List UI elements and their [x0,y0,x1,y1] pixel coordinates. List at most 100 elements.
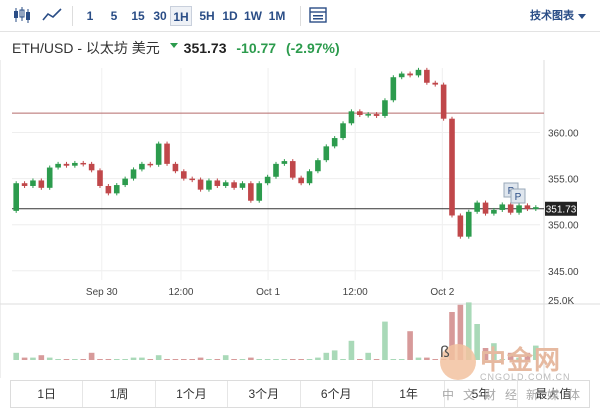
candle [273,163,279,177]
chart-toolbar: 1 5 15 30 1H 5H 1D 1W 1M 技术图表 [0,0,600,32]
volume-bar [390,359,397,360]
range-button-2[interactable]: 1个月 [156,381,229,407]
volume-bar [507,352,514,360]
candle [72,162,78,166]
interval-button-1m[interactable]: 1M [268,9,286,23]
candle [365,114,371,116]
candle [63,163,70,166]
last-price: 351.73 [183,40,227,56]
x-tick-label: Oct 1 [256,287,280,298]
candle [424,69,430,83]
volume-bar [415,357,422,360]
candle [97,170,103,186]
volume-bar [516,357,522,360]
calendar-icon[interactable] [308,6,328,24]
candle [206,180,212,190]
volume-bar [482,348,489,360]
volume-bar [407,331,413,360]
toolbar-divider [300,6,301,26]
volume-bar [63,359,70,360]
volume-bar [365,352,371,360]
candle [46,167,53,188]
interval-button-15[interactable]: 15 [131,9,145,23]
candlestick-icon[interactable] [12,6,32,24]
candle [432,82,439,85]
tech-chart-link[interactable]: 技术图表 [530,7,586,23]
candle [281,161,288,164]
volume-bar [323,352,330,360]
interval-button-5[interactable]: 5 [110,9,118,23]
candle [474,202,480,212]
range-button-0[interactable]: 1日 [11,381,84,407]
candle [256,183,263,201]
volume-bar [499,359,506,360]
candle [80,162,87,165]
volume-bar [424,357,430,360]
interval-button-5h[interactable]: 5H [199,9,215,23]
price-chart[interactable]: 360.00 355.00 350.00 345.00 Sep 30 12:00 Oct 1… [0,60,600,378]
candle [298,177,304,184]
watermark-logo [440,344,476,380]
range-button-1[interactable]: 1周 [83,381,156,407]
volume-bar [331,350,338,360]
range-button-6[interactable]: 5年 [445,381,518,407]
volume-bar [139,357,145,360]
range-button-4[interactable]: 6个月 [301,381,373,407]
candle [499,204,506,210]
interval-button-1h[interactable]: 1H [170,6,192,26]
volume-bar [231,359,237,360]
volume-bar [122,359,128,360]
volume-bar [55,359,61,360]
interval-button-1w[interactable]: 1W [244,9,262,23]
volume-bar [97,359,103,360]
volume-bar [256,359,263,360]
range-selector: 1日 1周 1个月 3个月 6个月 1年 5年 最大值 [10,380,590,408]
candle [440,84,447,119]
last-price-box [545,201,577,216]
candle [415,69,422,76]
range-button-3[interactable]: 3个月 [228,381,301,407]
candle [181,171,187,179]
volume-bar [30,357,36,360]
candle [189,178,195,181]
candle [248,183,254,201]
candle [533,207,539,210]
x-tick-label: 12:00 [343,287,368,298]
candle [164,143,170,164]
candle [357,111,363,116]
candle [239,183,246,188]
candle [38,180,45,188]
interval-button-1[interactable]: 1 [86,9,94,23]
toolbar-divider [72,6,73,26]
volume-bar [457,304,464,360]
candle [465,211,472,237]
range-button-5[interactable]: 1年 [373,381,446,407]
volume-bar [398,359,405,360]
y-tick-label: 355.00 [548,175,579,186]
candle [348,111,355,124]
volume-bar [465,302,472,360]
volume-axis-label: 25.0K [548,296,574,307]
volume-bar [88,352,95,360]
candle [382,100,388,116]
volume-bar [289,359,296,360]
volume-bar [222,355,229,360]
candle [306,171,313,184]
volume-bar [21,357,28,360]
interval-button-1d[interactable]: 1D [222,9,238,23]
volume-bar [357,359,363,360]
quote-header: ETH/USD - 以太坊 美元 351.73 -10.77 (-2.97%) [12,38,346,58]
down-arrow-icon [169,42,178,48]
range-button-7[interactable]: 最大值 [535,387,572,401]
volume-bar [197,357,204,360]
volume-bar [273,359,279,360]
candle [482,202,489,214]
volume-bar [382,321,388,360]
candle [340,123,346,139]
candle [449,118,455,216]
candle [155,143,162,165]
line-chart-icon[interactable] [42,6,62,24]
y-tick-label: 345.00 [548,267,579,278]
interval-button-30[interactable]: 30 [153,9,167,23]
volume-bar [524,352,531,360]
